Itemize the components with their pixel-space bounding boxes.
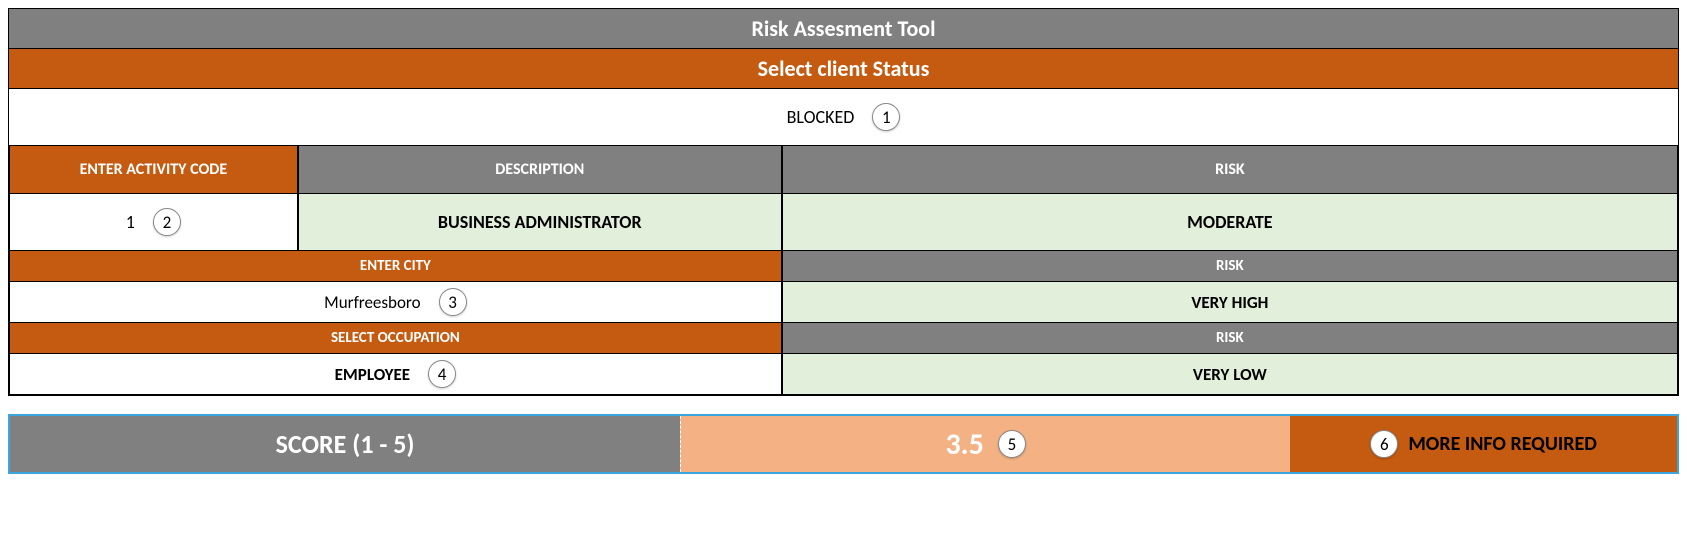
occupation-value-row: EMPLOYEE 4 VERY LOW [9,354,1678,395]
activity-desc-header: DESCRIPTION [298,146,782,194]
callout-badge-5: 5 [998,430,1026,458]
score-row: SCORE (1 - 5) 3.5 5 6 MORE INFO REQUIRED [8,414,1679,474]
risk-tool-container: Risk Assesment Tool Select client Status… [8,8,1679,396]
occupation-value: EMPLOYEE [335,364,410,385]
activity-risk-header: RISK [782,146,1678,194]
activity-code-header: ENTER ACTIVITY CODE [9,146,298,194]
occupation-select-cell[interactable]: EMPLOYEE 4 [9,354,782,395]
city-value: Murfreesboro [324,292,420,313]
activity-code-cell[interactable]: 1 2 [9,194,298,251]
callout-badge-2: 2 [153,208,181,236]
client-status-value: BLOCKED [787,106,855,128]
callout-badge-6: 6 [1370,430,1398,458]
activity-code-value: 1 [126,211,135,233]
occupation-risk-cell: VERY LOW [782,354,1678,395]
activity-risk-cell: MODERATE [782,194,1678,251]
occupation-risk-header: RISK [782,323,1678,354]
activity-description-cell: BUSINESS ADMINISTRATOR [298,194,782,251]
city-header: ENTER CITY [9,251,782,282]
city-risk-header: RISK [782,251,1678,282]
score-value-cell: 3.5 5 [680,416,1290,472]
score-message: MORE INFO REQUIRED [1408,432,1597,456]
city-value-row: Murfreesboro 3 VERY HIGH [9,282,1678,323]
callout-badge-1: 1 [872,103,900,131]
callout-badge-4: 4 [428,360,456,388]
subtitle-bar: Select client Status [9,49,1678,89]
score-message-cell: 6 MORE INFO REQUIRED [1290,416,1677,472]
city-risk-cell: VERY HIGH [782,282,1678,323]
client-status-row[interactable]: BLOCKED 1 [9,89,1678,146]
callout-badge-3: 3 [439,288,467,316]
activity-header-row: ENTER ACTIVITY CODE DESCRIPTION RISK [9,146,1678,194]
title-bar: Risk Assesment Tool [9,9,1678,49]
activity-value-row: 1 2 BUSINESS ADMINISTRATOR MODERATE [9,194,1678,251]
city-input-cell[interactable]: Murfreesboro 3 [9,282,782,323]
score-value: 3.5 [945,426,983,463]
occupation-header-row: SELECT OCCUPATION RISK [9,323,1678,354]
occupation-header: SELECT OCCUPATION [9,323,782,354]
city-header-row: ENTER CITY RISK [9,251,1678,282]
score-label: SCORE (1 - 5) [10,416,680,472]
